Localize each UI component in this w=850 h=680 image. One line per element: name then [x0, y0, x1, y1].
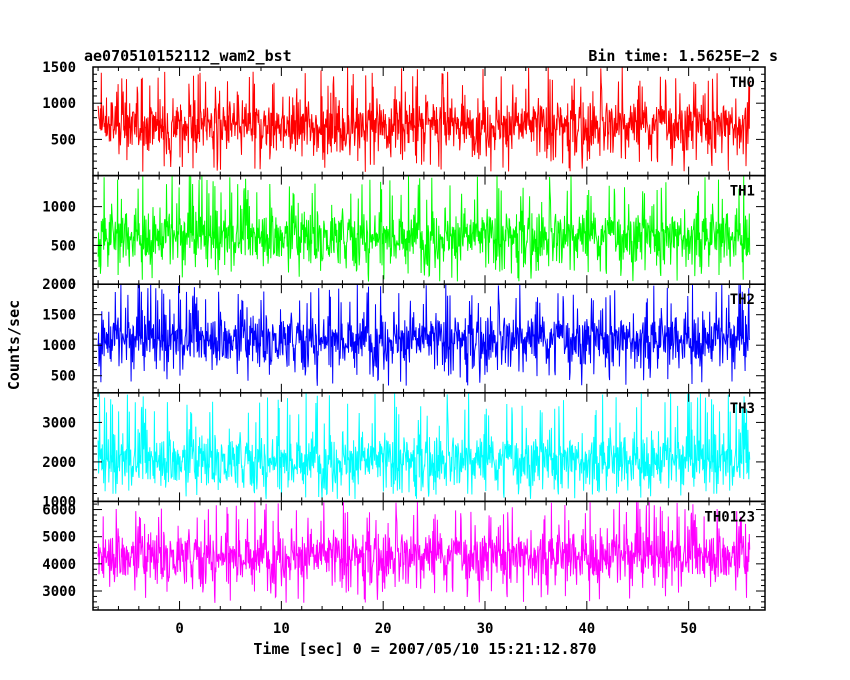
- chart-title: ae070510152112_wam2_bst: [84, 47, 292, 65]
- x-tick-label: 30: [477, 621, 494, 637]
- x-tick-label: 10: [273, 621, 290, 637]
- series-name-th2: TH2: [730, 292, 755, 308]
- series-line-th0: [97, 67, 751, 172]
- series-name-th0123: TH0123: [704, 509, 755, 525]
- y-tick-label: 1000: [42, 494, 76, 510]
- y-tick-label: 1500: [42, 60, 76, 76]
- y-tick-label: 500: [51, 132, 76, 148]
- y-tick-label: 1000: [42, 200, 76, 216]
- series-name-th3: TH3: [730, 401, 755, 417]
- panel-th0123: 3000 4000 5000 6000 TH0123: [42, 500, 766, 611]
- y-axis-label: Counts/sec: [5, 300, 23, 390]
- x-tick-label: 0: [175, 621, 183, 637]
- y-tick-label: 6000: [42, 503, 76, 519]
- y-tick-label: 4000: [42, 557, 76, 573]
- y-tick-label: 1000: [42, 96, 76, 112]
- series-name-th1: TH1: [730, 184, 755, 200]
- y-tick-label: 500: [51, 238, 76, 254]
- series-line-th0123: [97, 501, 751, 603]
- x-tick-label: 40: [578, 621, 595, 637]
- x-tick-label: 20: [375, 621, 392, 637]
- y-tick-label: 2000: [42, 277, 76, 293]
- series-name-th0: TH0: [730, 75, 755, 91]
- panel-th2: 500 1000 1500 2000 TH2: [42, 277, 766, 394]
- y-tick-label: 1500: [42, 308, 76, 324]
- y-tick-label: 0: [68, 277, 76, 293]
- series-line-th1: [97, 175, 751, 282]
- panels-group: 500 1000 1500 TH0 0 500 1000 TH1 500 1000 1500 2000…: [42, 60, 766, 611]
- x-axis: 0 10 20 30 40 50: [175, 621, 697, 637]
- y-tick-label: 5000: [42, 530, 76, 546]
- bin-time-label: Bin time: 1.5625E−2 s: [588, 47, 778, 65]
- x-axis-label: Time [sec] 0 = 2007/05/10 15:21:12.870: [253, 640, 596, 658]
- y-tick-label: 500: [51, 369, 76, 385]
- panel-frame: [92, 500, 766, 611]
- series-line-th2: [97, 284, 751, 386]
- panel-th1: 0 500 1000 TH1: [42, 174, 766, 293]
- series-line-th3: [97, 393, 751, 500]
- y-tick-label: 3000: [42, 584, 76, 600]
- x-tick-label: 50: [680, 621, 697, 637]
- y-tick-label: 3000: [42, 415, 76, 431]
- y-tick-label: 1000: [42, 338, 76, 354]
- panel-th3: 1000 2000 3000 TH3: [42, 392, 766, 510]
- y-tick-label: 2000: [42, 455, 76, 471]
- panel-th0: 500 1000 1500 TH0: [42, 60, 766, 177]
